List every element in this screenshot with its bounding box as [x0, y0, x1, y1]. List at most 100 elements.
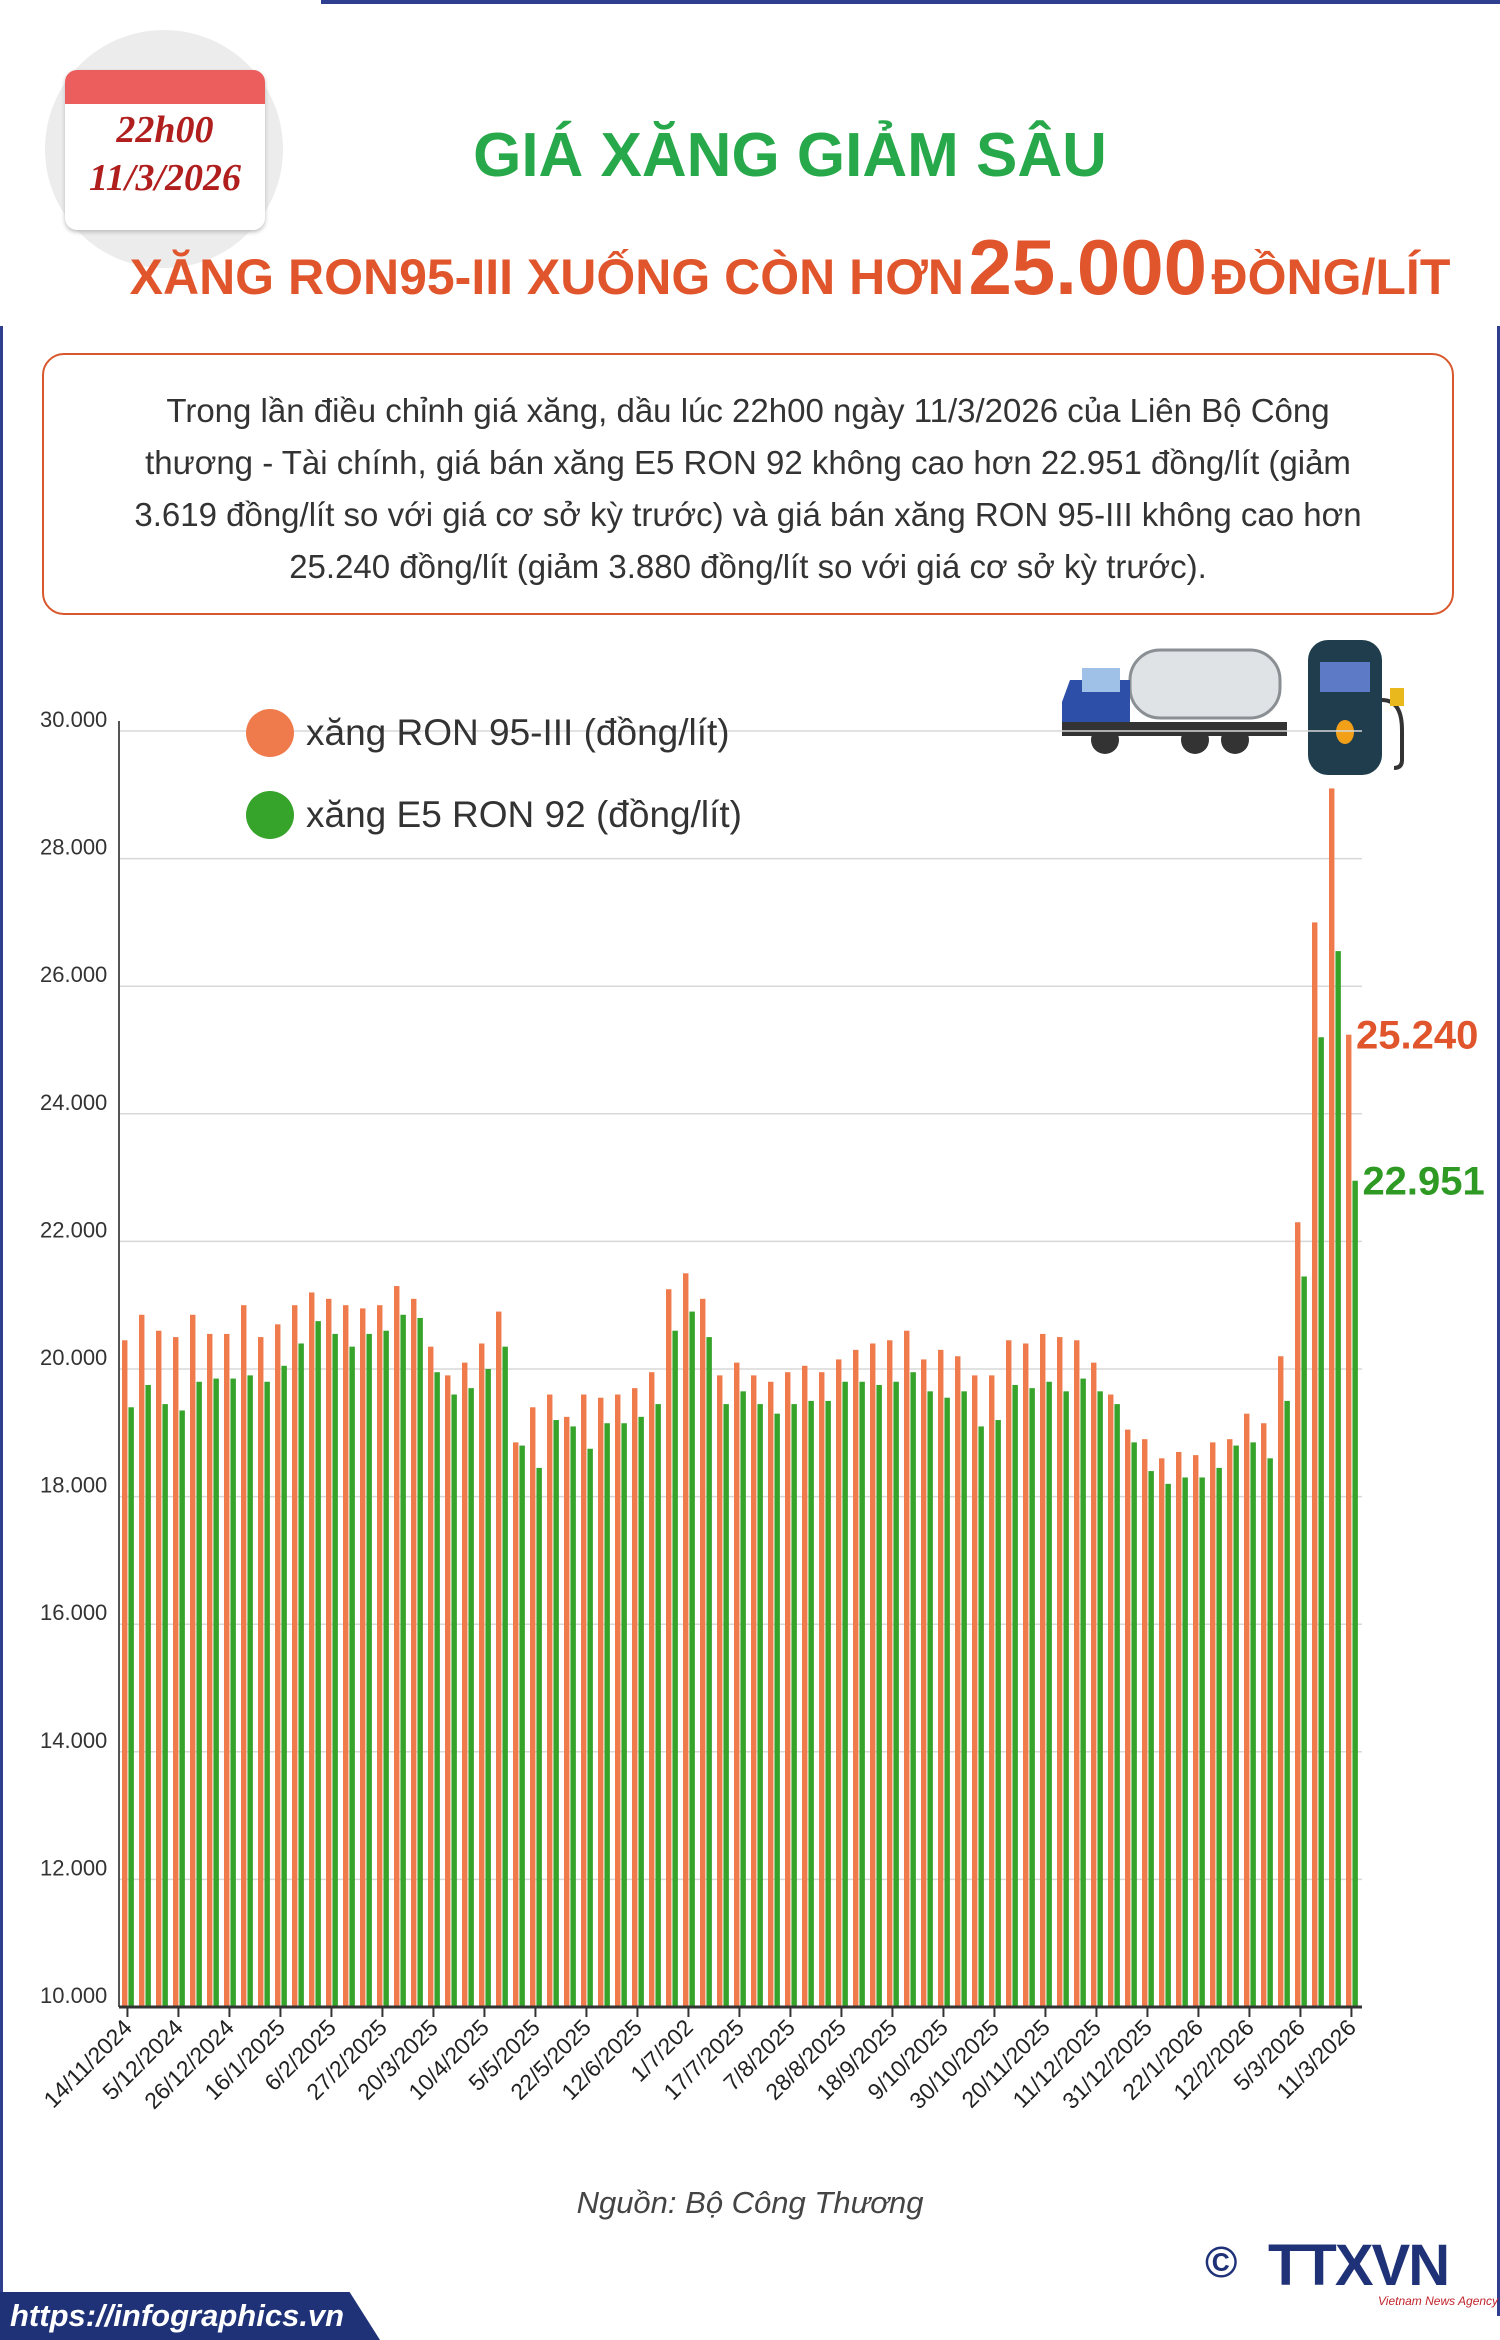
bar [1233, 1445, 1239, 2007]
bar [604, 1423, 610, 2007]
bar [649, 1372, 655, 2007]
bar [1006, 1340, 1012, 2007]
bar [1278, 1356, 1284, 2007]
y-tick-label: 22.000 [40, 1217, 107, 1242]
bar [615, 1394, 621, 2007]
bar [547, 1394, 553, 2007]
bar [1261, 1423, 1267, 2007]
bar [666, 1289, 672, 2007]
summary-box: Trong lần điều chỉnh giá xăng, dầu lúc 2… [42, 353, 1454, 615]
bar [819, 1372, 825, 2007]
bar [836, 1359, 842, 2007]
bar [1012, 1384, 1018, 2007]
bar [377, 1305, 383, 2007]
bar [462, 1362, 468, 2007]
bar [887, 1340, 893, 2007]
bar [961, 1391, 967, 2007]
bar [309, 1292, 315, 2007]
legend-marker [246, 791, 294, 839]
bar [434, 1372, 440, 2007]
bar [1346, 1034, 1352, 2007]
bar [1352, 1180, 1358, 2007]
pump-icon [1308, 640, 1404, 775]
bar [1091, 1362, 1097, 2007]
bar [672, 1330, 678, 2007]
agency: Vietnam News Agency [1378, 2294, 1499, 2308]
bar [791, 1404, 797, 2007]
summary-line: 25.240 đồng/lít (giảm 3.880 đồng/lít so … [289, 548, 1207, 585]
y-tick-label: 12.000 [40, 1855, 107, 1880]
bar [1312, 922, 1318, 2007]
bar [683, 1273, 689, 2007]
title: GIÁ XĂNG GIẢM SÂU [473, 121, 1107, 190]
bar [445, 1375, 451, 2007]
bar [853, 1349, 859, 2007]
bar [825, 1400, 831, 2007]
bar [734, 1362, 740, 2007]
bar [281, 1365, 287, 2007]
bar [275, 1324, 281, 2007]
summary-line: Trong lần điều chỉnh giá xăng, dầu lúc 2… [166, 392, 1330, 429]
bar [326, 1298, 332, 2007]
bar [162, 1404, 168, 2007]
value-label: 22.951 [1362, 1160, 1484, 1204]
y-tick-label: 16.000 [40, 1600, 107, 1625]
date-badge: 22h00 11/3/2026 [45, 30, 283, 268]
bar [1295, 1222, 1301, 2007]
bar [417, 1317, 423, 2007]
bar [1182, 1477, 1188, 2007]
bar [893, 1381, 899, 2007]
bar [179, 1410, 185, 2007]
top-rule [321, 0, 1500, 4]
bar [315, 1321, 321, 2007]
bar [1335, 951, 1341, 2007]
bar [1227, 1439, 1233, 2007]
bar [876, 1384, 882, 2007]
bar [587, 1448, 593, 2007]
bar [570, 1426, 576, 2007]
bar [190, 1314, 196, 2007]
bar [717, 1375, 723, 2007]
bar [740, 1391, 746, 2007]
bar [1199, 1477, 1205, 2007]
left-rule [0, 326, 3, 2316]
y-tick-label: 26.000 [40, 962, 107, 987]
bar [1125, 1429, 1131, 2007]
bar [768, 1381, 774, 2007]
bar [1165, 1483, 1171, 2007]
bar [349, 1346, 355, 2007]
bar [632, 1388, 638, 2007]
summary-line: 3.619 đồng/lít so với giá cơ sở kỳ trước… [134, 496, 1362, 533]
bar [1040, 1333, 1046, 2007]
bar [870, 1343, 876, 2007]
bar [1210, 1442, 1216, 2007]
bar [1046, 1381, 1052, 2007]
bar [258, 1337, 264, 2007]
bar [360, 1308, 366, 2007]
bar [842, 1381, 848, 2007]
bar [1114, 1404, 1120, 2007]
bar [621, 1423, 627, 2007]
bar [1097, 1391, 1103, 2007]
bar [1284, 1400, 1290, 2007]
bar [927, 1391, 933, 2007]
bar [496, 1311, 502, 2007]
bar [972, 1375, 978, 2007]
y-tick-label: 10.000 [40, 1983, 107, 2008]
bar [689, 1311, 695, 2007]
bar [859, 1381, 865, 2007]
bar [955, 1356, 961, 2007]
bar [1080, 1378, 1086, 2007]
bar [502, 1346, 508, 2007]
bar [1029, 1388, 1035, 2007]
bar [723, 1404, 729, 2007]
bar [1131, 1442, 1137, 2007]
legend-label: xăng E5 RON 92 (đồng/lít) [306, 794, 742, 835]
bar [400, 1314, 406, 2007]
bar [774, 1413, 780, 2007]
bar [224, 1333, 230, 2007]
bar [513, 1442, 519, 2007]
bar [241, 1305, 247, 2007]
bar [944, 1397, 950, 2007]
